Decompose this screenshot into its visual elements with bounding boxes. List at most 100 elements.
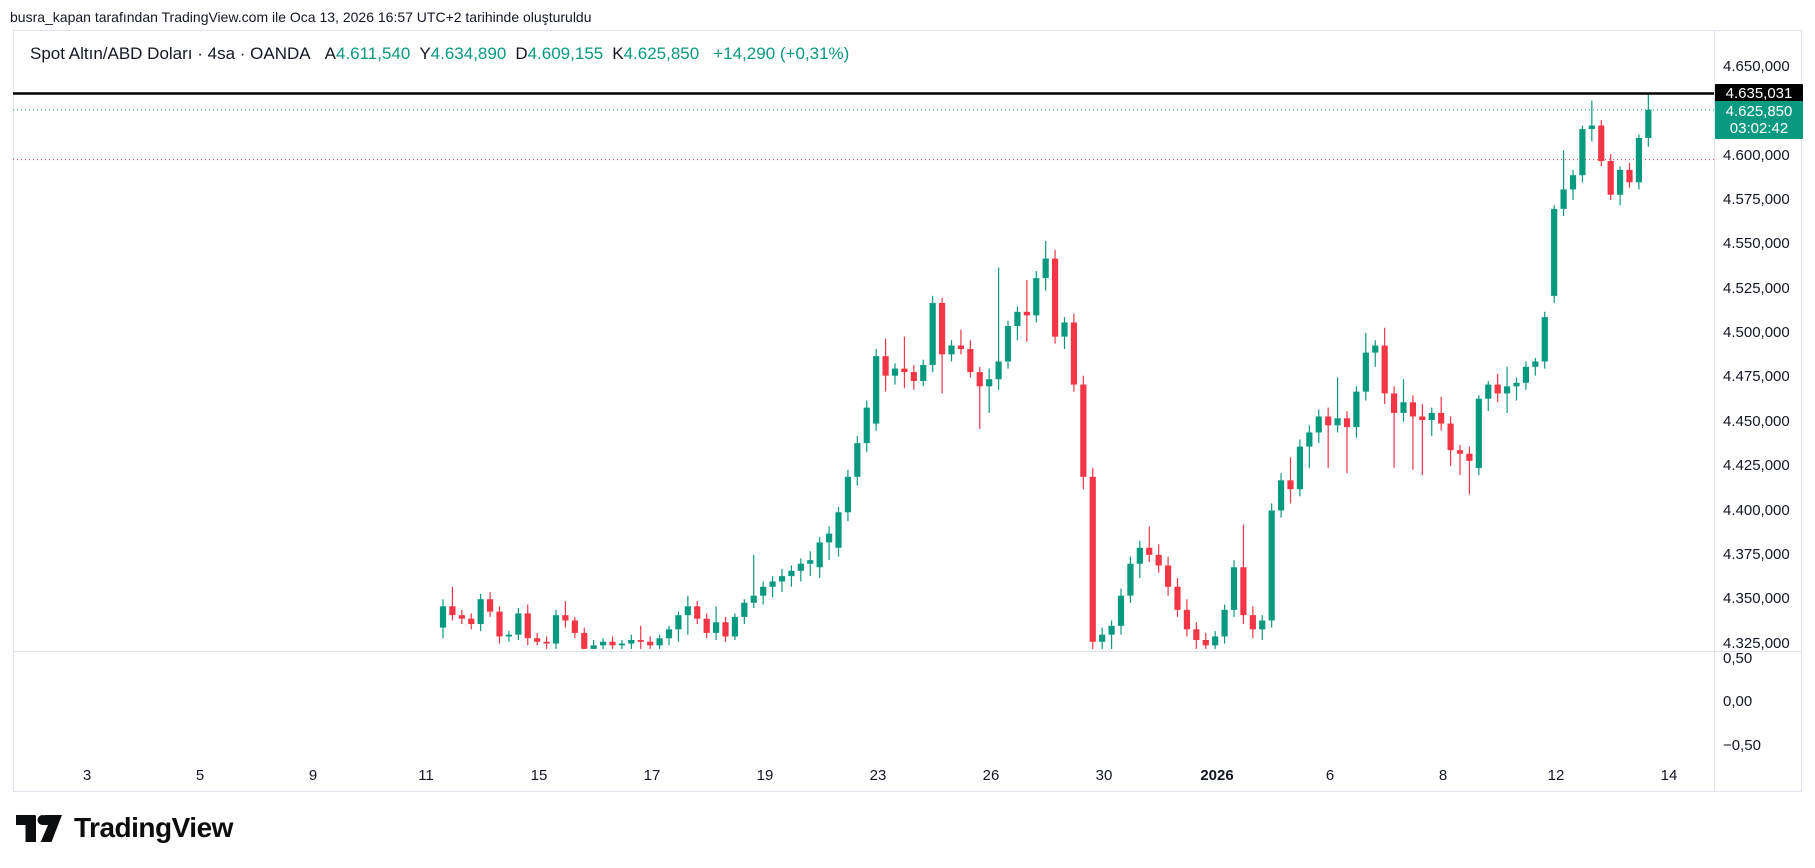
candle-114 [1513,377,1520,401]
candle-112 [1494,373,1501,403]
candle-86 [1249,606,1256,639]
candle-125 [1616,166,1624,206]
time-axis-label-12: 12 [1547,767,1565,784]
candle-108 [1456,444,1464,476]
time-axis-label-3: 3 [82,767,92,784]
candle-46 [873,349,880,431]
candle-89 [1277,473,1285,518]
candle-60 [1004,320,1012,369]
candle-92 [1306,425,1313,468]
candle-49 [901,336,908,389]
candle-17 [599,638,607,649]
candle-27 [694,600,701,625]
candle-88 [1268,503,1275,628]
candle-44 [854,435,861,486]
price-tag-value: 4.635,031 [1725,85,1793,103]
candle-59 [995,267,1002,390]
candle-32 [741,599,748,625]
price-axis-separator [1714,31,1715,791]
candle-6 [496,606,503,644]
candle-102 [1400,379,1407,422]
time-axis-label-26: 26 [982,767,1000,784]
candle-21 [637,625,644,649]
candle-85 [1240,524,1247,625]
candle-12 [552,609,560,649]
time-axis-label-17: 17 [643,767,661,784]
candle-66 [1061,317,1068,350]
candle-2 [458,609,465,625]
candle-14 [571,616,578,639]
time-axis-label-6: 6 [1325,767,1335,784]
ohlc-values: A4.611,540 Y4.634,890 D4.609,155 K4.625,850 [325,44,700,64]
candle-78 [1174,577,1181,617]
price-axis-label-4500: 4.500,000 [1723,324,1790,342]
pane-divider [14,651,1802,652]
candle-121 [1579,125,1586,183]
candle-73 [1127,556,1134,603]
candle-1 [449,586,456,621]
candle-69 [1089,467,1096,649]
candle-122 [1588,100,1595,142]
candle-18 [609,636,616,649]
candle-56 [967,340,974,378]
candle-42 [835,506,842,557]
tradingview-logo[interactable]: TradingView [15,812,233,844]
candle-47 [882,338,889,392]
candle-100 [1381,327,1388,405]
candle-81 [1202,632,1209,649]
candle-64 [1042,240,1049,291]
candle-33 [750,554,757,609]
candle-11 [543,636,550,649]
candle-74 [1136,540,1143,578]
candle-97 [1353,386,1360,438]
candle-7 [505,631,513,642]
candle-113 [1503,366,1511,413]
candle-117 [1541,311,1548,369]
price-axis-label-4325: 4.325,000 [1723,634,1790,652]
candle-93 [1315,409,1322,444]
candlestick-plot-area[interactable] [13,30,1714,649]
symbol-title: Spot Altın/ABD Doları · 4sa · OANDA [30,44,311,63]
candle-124 [1607,153,1614,201]
candle-62 [1023,279,1030,342]
candle-106 [1438,396,1445,431]
candle-38 [797,558,804,582]
candle-55 [957,329,965,355]
price-axis-label-4650: 4.650,000 [1723,58,1790,75]
candle-19 [618,640,626,649]
ohlc-item-D: D4.609,155 [515,44,604,63]
candle-120 [1569,169,1577,201]
candle-16 [590,640,597,649]
candle-53 [938,297,946,394]
candle-107 [1447,416,1454,467]
candle-10 [534,632,541,646]
tradingview-logo-text: TradingView [74,812,233,843]
candle-24 [665,625,673,646]
price-axis-label-4400: 4.400,000 [1723,501,1790,519]
candle-87 [1259,615,1266,641]
candle-63 [1033,271,1040,323]
chart-frame [13,30,1802,792]
time-axis-label-2026: 2026 [1200,767,1234,784]
price-axis-label-4525: 4.525,000 [1723,279,1790,297]
candle-36 [778,569,786,593]
time-axis-label-9: 9 [308,767,318,784]
price-axis-label-4550: 4.550,000 [1723,235,1790,253]
candle-9 [524,604,531,646]
price-axis-label-4475: 4.475,000 [1723,368,1790,386]
candle-41 [825,526,833,561]
candle-8 [515,608,522,641]
time-axis-label-19: 19 [756,767,774,784]
candle-45 [863,400,870,452]
candle-23 [656,634,663,649]
price-axis-label-4425: 4.425,000 [1723,457,1790,475]
candle-95 [1334,377,1341,433]
price-axis-label-4375: 4.375,000 [1723,545,1790,563]
candle-76 [1155,544,1162,573]
candle-123 [1598,120,1605,167]
tradingview-logo-icon [16,814,62,842]
price-axis-label-4450: 4.450,000 [1723,412,1790,430]
candle-25 [675,611,682,642]
candle-37 [788,565,795,587]
